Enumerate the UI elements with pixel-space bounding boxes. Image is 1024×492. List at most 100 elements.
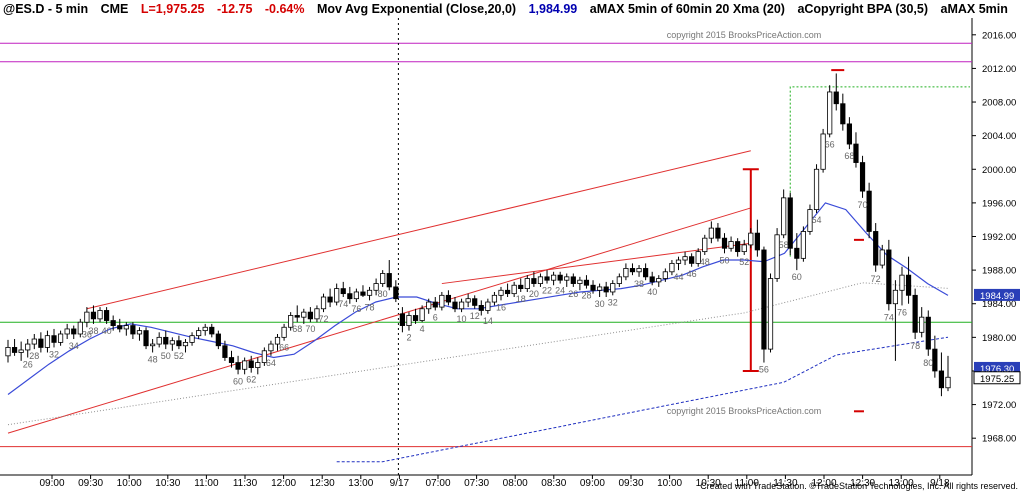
candle-body: [228, 357, 235, 363]
watermark-text: copyright 2015 BrooksPriceAction.com: [667, 406, 822, 416]
time-tick-label: 09:00: [39, 478, 64, 489]
bar-number-label: 70: [305, 324, 315, 334]
candle-body: [399, 313, 406, 326]
bar-number-label: 16: [496, 302, 506, 312]
candle-87: [577, 276, 583, 291]
candle-67: [445, 290, 452, 306]
candle-98: [649, 271, 655, 286]
candle-18: [123, 322, 129, 336]
candle-125: [827, 85, 833, 138]
candle-24: [163, 330, 169, 350]
bar-number-label: 26: [23, 360, 33, 370]
candle-body: [610, 283, 616, 293]
candle-119: [787, 192, 793, 255]
candle-body: [721, 237, 728, 249]
candle-48: [320, 293, 327, 313]
candle-3: [25, 339, 31, 358]
candle-body: [380, 273, 386, 284]
bar-number-label: 38: [634, 279, 644, 289]
candle-body: [564, 276, 570, 281]
candle-body: [702, 237, 708, 253]
candle-58: [386, 260, 392, 291]
candle-12: [84, 307, 90, 328]
candle-body: [150, 343, 156, 347]
candle-body: [728, 241, 734, 249]
candle-60: [399, 307, 406, 333]
bar-number-label: 34: [69, 341, 79, 351]
candle-body: [255, 362, 261, 368]
candle-88: [583, 275, 590, 289]
candle-body: [426, 301, 432, 310]
candle-121: [800, 226, 806, 262]
candle-26: [176, 335, 182, 350]
bar-number-label: 12: [470, 311, 480, 321]
price-chart[interactable]: copyright 2015 BrooksPriceAction.com copy…: [0, 18, 1024, 492]
candle-9: [64, 323, 70, 340]
candle-70: [465, 293, 471, 308]
candle-body: [518, 284, 524, 290]
candle-39: [261, 347, 267, 366]
candle-52: [347, 286, 353, 304]
bar-number-label: 64: [266, 358, 276, 368]
symbol-label: @ES.D - 5 min: [3, 2, 89, 16]
candle-17: [117, 318, 123, 333]
candle-0: [5, 339, 11, 363]
candle-28: [189, 332, 195, 346]
candle-138: [912, 288, 918, 340]
candle-body: [840, 103, 846, 125]
candle-89: [590, 280, 596, 294]
candle-body: [366, 289, 373, 296]
candle-body: [288, 315, 294, 328]
candle-body: [491, 294, 498, 303]
candle-body: [735, 241, 741, 253]
candle-75: [498, 286, 504, 301]
candle-body: [123, 325, 129, 330]
candle-10: [71, 325, 77, 340]
candle-body: [886, 249, 892, 305]
candle-38: [255, 357, 261, 375]
bar-number-label: 72: [319, 314, 329, 324]
candle-6: [44, 330, 51, 353]
price-label-box: [974, 361, 1020, 374]
candle-body: [393, 286, 399, 300]
candle-body: [117, 325, 123, 330]
candle-71: [472, 295, 478, 309]
candle-142: [938, 352, 945, 397]
bar-number-label: 74: [884, 312, 894, 322]
candle-body: [51, 335, 57, 343]
candle-42: [281, 323, 287, 341]
candle-73: [485, 298, 491, 314]
candle-body: [873, 231, 879, 266]
candle-135: [892, 280, 899, 361]
candle-55: [366, 286, 373, 301]
bar-number-label: 52: [739, 257, 749, 267]
candle-32: [215, 330, 221, 350]
candle-body: [110, 320, 116, 326]
candle-139: [919, 307, 925, 338]
candle-84: [557, 271, 563, 284]
candle-15: [104, 307, 110, 324]
candle-107: [708, 221, 714, 244]
bar-number-label: 28: [581, 291, 591, 301]
price-label-1: 1976.30: [974, 361, 1020, 375]
bar-number-label: 32: [608, 297, 618, 307]
candle-115: [761, 246, 767, 363]
candle-130: [859, 155, 866, 198]
candle-112: [741, 239, 747, 255]
candle-45: [301, 308, 307, 324]
bar-number-label: 56: [759, 365, 769, 375]
candle-body: [669, 262, 675, 273]
candle-body: [919, 316, 925, 333]
channel-top-line: [86, 150, 751, 310]
candlestick-series: [5, 73, 951, 397]
candle-body: [196, 330, 202, 337]
candle-body: [294, 315, 300, 318]
bar-number-label: 18: [516, 294, 526, 304]
candle-body: [406, 315, 412, 326]
bar-number-label: 66: [825, 139, 835, 149]
candle-129: [853, 132, 859, 168]
price-tick-label: 2008.00: [982, 98, 1016, 109]
candle-133: [879, 244, 885, 269]
candle-74: [491, 291, 498, 306]
bar-number-label: 40: [647, 287, 657, 297]
